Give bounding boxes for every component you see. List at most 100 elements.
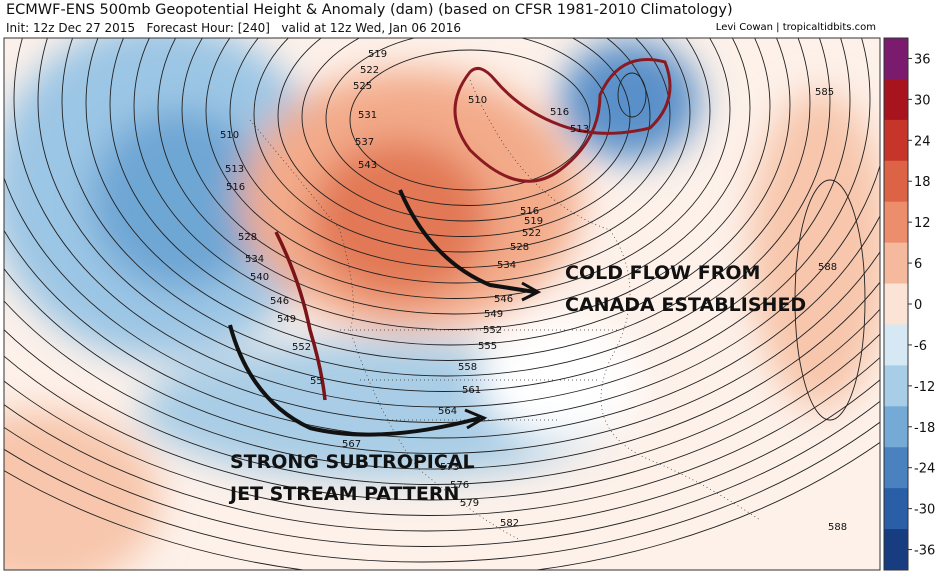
contour-label: 543	[358, 160, 377, 171]
contour-line	[349, 49, 591, 191]
contour-label: 531	[358, 110, 377, 121]
colorbar-label: -12	[914, 380, 935, 395]
colorbar-band	[884, 324, 908, 366]
colorbar-label: -30	[914, 503, 935, 518]
contour-label: 540	[250, 272, 269, 283]
contour-label: 525	[353, 81, 372, 92]
colorbar-band	[884, 78, 908, 121]
contour-line	[4, 333, 880, 501]
contour-label: 516	[226, 182, 245, 193]
title: ECMWF-ENS 500mb Geopotential Height & An…	[6, 2, 733, 18]
contour-label: 564	[438, 406, 457, 417]
valid-time: valid at 12z Wed, Jan 06 2016	[281, 21, 461, 35]
contour-label: 549	[277, 314, 296, 325]
contour-label: 588	[818, 262, 837, 273]
annotation: JET STREAM PATTERN	[228, 483, 459, 505]
colorbar-band	[884, 365, 908, 407]
contour-label: 549	[484, 309, 503, 320]
contour-line	[4, 356, 880, 516]
contour-label: 585	[815, 87, 834, 98]
colorbar-band	[884, 488, 908, 530]
contour-label: 552	[292, 342, 311, 353]
contour-line	[37, 38, 851, 392]
contour-line	[4, 281, 880, 470]
contour-label: 55	[310, 376, 323, 387]
contour-label: 516	[550, 107, 569, 118]
colorbar-band	[884, 447, 908, 489]
contour-line	[4, 163, 880, 423]
init: Init: 12z Dec 27 2015	[6, 21, 136, 35]
colorbar-band	[884, 406, 908, 448]
annotation: CANADA ESTABLISHED	[565, 294, 806, 316]
contour-line	[4, 308, 880, 485]
contour-label: 573	[440, 462, 459, 473]
contour-label: 522	[522, 228, 541, 239]
colorbar-label: -6	[914, 339, 927, 354]
contour-line	[325, 38, 611, 206]
contour-line	[794, 179, 866, 421]
contour-label: 513	[225, 164, 244, 175]
contour-line	[181, 38, 731, 299]
colorbar-band	[884, 283, 908, 325]
contour-line	[4, 250, 880, 454]
vortex-outline	[453, 57, 672, 183]
contour-line	[4, 379, 880, 532]
contour-label: 537	[355, 137, 374, 148]
colorbar-label: 18	[914, 175, 931, 190]
contour-label: 561	[462, 385, 481, 396]
annotation: STRONG SUBTROPICAL	[230, 451, 475, 473]
contour-label: 546	[494, 294, 513, 305]
colorbar-band	[884, 38, 908, 80]
contour-line	[157, 38, 751, 315]
colorbar-band	[884, 201, 908, 244]
colorbar-band	[884, 160, 908, 203]
map-frame	[3, 37, 881, 571]
contour-label: 516	[520, 206, 539, 217]
contour-line	[4, 421, 880, 563]
contour-label: 528	[238, 232, 257, 243]
contour-label: 546	[270, 296, 289, 307]
contour-label: 567	[342, 439, 361, 450]
contour-label: 510	[468, 95, 487, 106]
colorbar-band	[884, 119, 908, 162]
contour-label: 519	[524, 216, 543, 227]
arrow	[228, 324, 481, 437]
credit: Levi Cowan | tropicaltidbits.com	[715, 22, 876, 33]
contour-line	[85, 38, 811, 361]
contour-label: 576	[450, 480, 469, 491]
contour-line	[61, 38, 831, 377]
colorbar-label: 36	[914, 52, 931, 67]
colorbar-label: 12	[914, 216, 931, 231]
contour-label: 555	[478, 341, 497, 352]
arrowhead	[464, 408, 488, 430]
contour-label: 552	[483, 325, 502, 336]
forecast-hour: Forecast Hour: [240]	[146, 21, 270, 35]
contour-label: 534	[497, 260, 516, 271]
contour-line	[109, 38, 791, 346]
colorbar-label: -18	[914, 421, 935, 436]
colorbar-label: -36	[914, 544, 935, 559]
colorbar-label: 24	[914, 134, 931, 149]
contour-line	[13, 38, 871, 408]
colorbar-band	[884, 242, 908, 285]
colorbar-label: -24	[914, 462, 935, 477]
contour-label: 513	[570, 124, 589, 135]
contour-label: 579	[460, 498, 479, 509]
contour-line	[277, 38, 651, 237]
colorbar-label: 6	[914, 257, 922, 272]
contour-line	[617, 72, 647, 118]
colorbar-label: 30	[914, 93, 931, 108]
contour-line	[133, 38, 771, 330]
arrow	[398, 189, 536, 294]
arrowhead	[521, 281, 542, 302]
contour-label: 528	[510, 242, 529, 253]
contour-line	[4, 400, 880, 547]
contour-label: 558	[458, 362, 477, 373]
contour-label: 510	[220, 130, 239, 141]
subtitle: Init: 12z Dec 27 2015 Forecast Hour: [24…	[6, 21, 461, 35]
colorbar-band	[884, 529, 908, 571]
contour-label: 519	[368, 49, 387, 60]
